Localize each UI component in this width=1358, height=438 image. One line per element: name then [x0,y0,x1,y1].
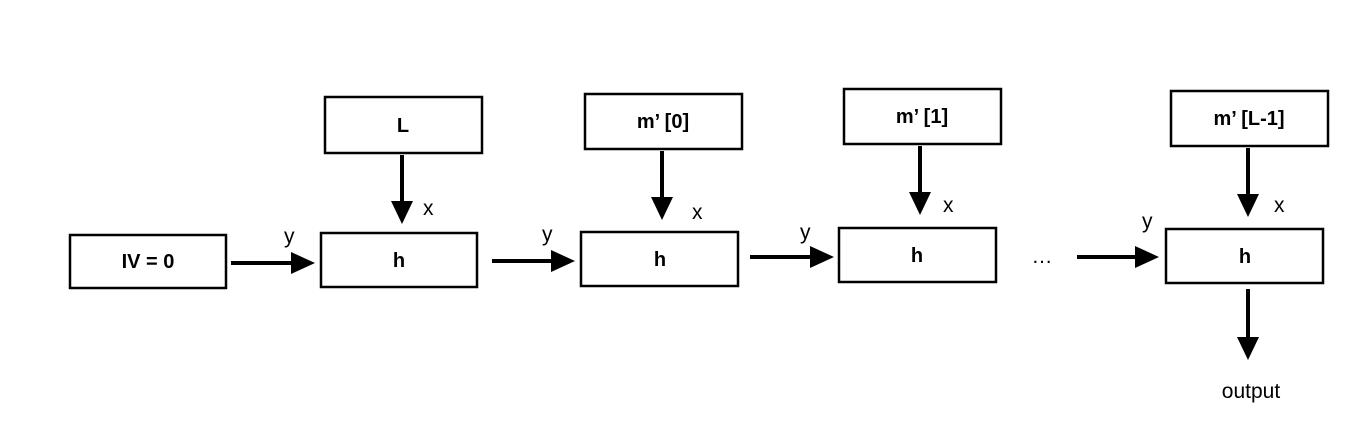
x-label-block-last: x [1274,194,1285,217]
y-arrow-iv-to-h [231,252,315,274]
ellipsis: … [1032,245,1053,268]
x-label-block0: x [692,201,703,224]
y-label-3: y [800,221,811,244]
block1-input-label: m’ [1] [896,106,948,128]
y-label-2: y [542,223,553,246]
output-arrow [1237,289,1259,360]
h-box-block1 [837,226,998,284]
iv-box [68,233,228,290]
h-box-block0 [579,230,740,288]
y-arrow-h1-to-h2 [750,246,834,268]
h-box-length [319,231,479,289]
length-input-label: L [397,115,409,137]
y-arrow-to-last [1077,246,1159,268]
x-label-length: x [423,197,434,220]
h-label-block1: h [911,245,923,267]
block1-input-box [842,87,1003,146]
y-arrow-h-to-h1 [492,250,575,272]
block-last-input-box [1169,89,1330,148]
block-last-input-label: m’ [L-1] [1213,108,1284,130]
length-input-box [323,95,484,155]
iv-label: IV = 0 [122,251,175,273]
h-box-last [1164,227,1325,285]
x-arrow-block1 [909,146,931,215]
output-label: output [1222,380,1281,403]
y-label-4: y [1142,210,1153,233]
block0-input-box [583,92,744,151]
x-label-block1: x [943,194,954,217]
x-arrow-length [391,155,413,224]
block0-input-label: m’ [0] [637,111,689,133]
y-label-1: y [284,225,295,248]
x-arrow-block0 [651,151,673,220]
h-label-last: h [1239,246,1251,268]
h-label-length: h [393,250,405,272]
x-arrow-block-last [1237,148,1259,217]
h-label-block0: h [654,249,666,271]
